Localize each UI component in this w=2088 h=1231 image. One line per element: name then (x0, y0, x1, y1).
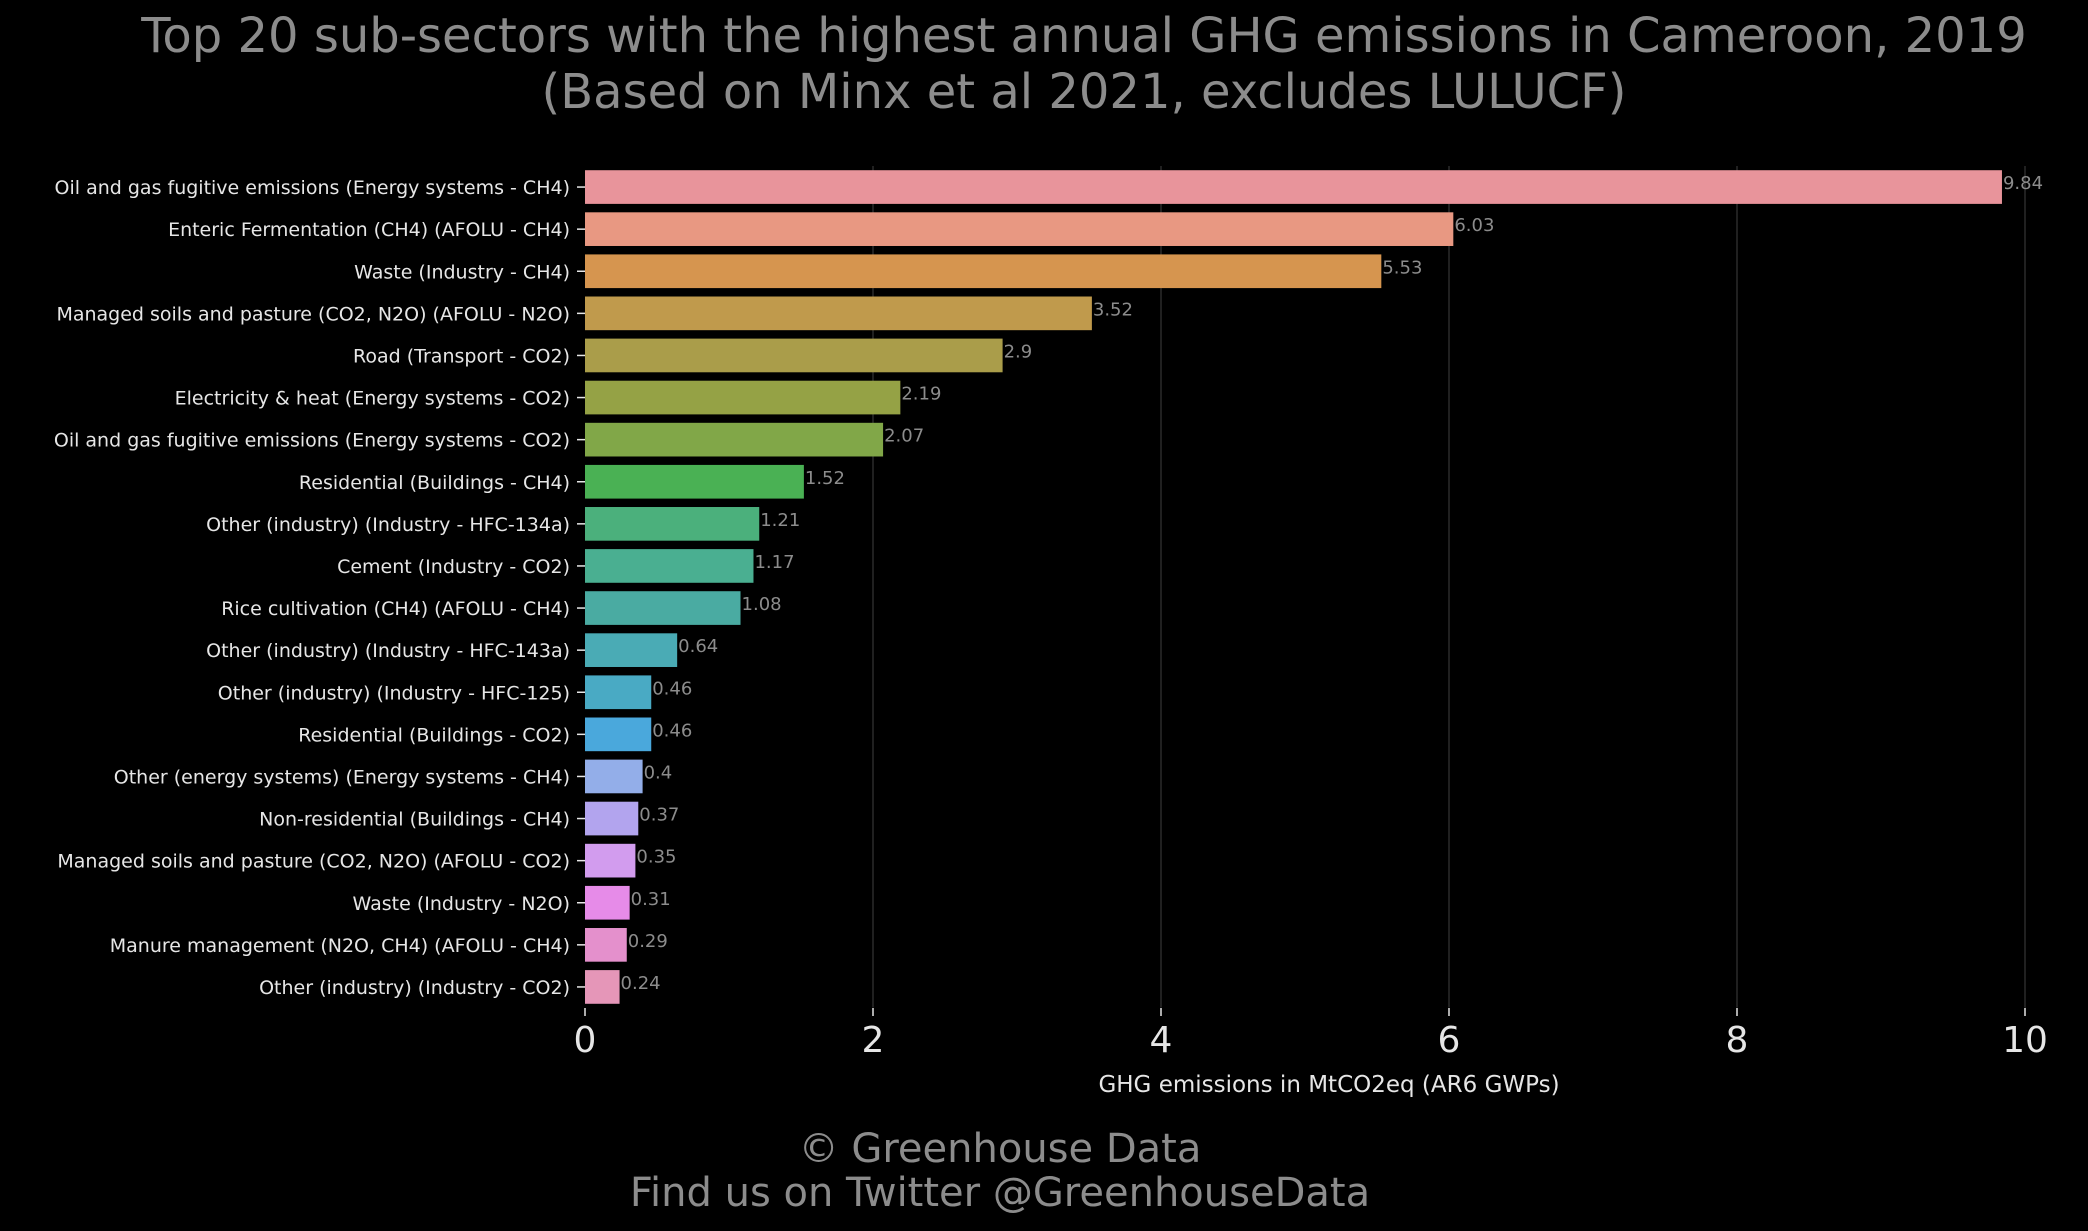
bar (585, 380, 901, 415)
value-label: 0.35 (636, 847, 676, 868)
value-label: 1.21 (760, 510, 800, 531)
bars-group (585, 170, 2002, 1004)
bar (585, 212, 1454, 246)
value-label: 0.64 (678, 636, 718, 657)
bar (585, 801, 639, 836)
x-tick-label: 2 (862, 1020, 885, 1061)
category-label: Residential (Buildings - CO2) (298, 724, 570, 746)
value-label: 9.84 (2003, 173, 2043, 194)
footer-twitter: Find us on Twitter @GreenhouseData (629, 1170, 1371, 1216)
x-tick-label: 6 (1438, 1020, 1461, 1061)
value-label: 0.31 (631, 889, 671, 910)
value-label: 0.29 (628, 931, 668, 952)
bar (585, 928, 627, 962)
value-label: 0.46 (652, 678, 692, 699)
category-label: Other (industry) (Industry - CO2) (259, 977, 570, 999)
footer-copyright: © Greenhouse Data (798, 1126, 1202, 1172)
category-label: Waste (Industry - N2O) (353, 893, 570, 915)
value-label: 2.9 (1004, 341, 1033, 362)
category-label: Managed soils and pasture (CO2, N2O) (AF… (57, 851, 570, 873)
value-label: 5.53 (1382, 257, 1422, 278)
chart-subtitle: (Based on Minx et al 2021, excludes LULU… (541, 64, 1627, 120)
x-axis-label: GHG emissions in MtCO2eq (AR6 GWPs) (1098, 1072, 1559, 1098)
value-label: 2.07 (884, 426, 924, 447)
bar (585, 170, 2002, 204)
x-tick-label: 10 (2002, 1020, 2048, 1061)
x-tick-label: 4 (1150, 1020, 1173, 1061)
category-label: Cement (Industry - CO2) (337, 556, 570, 578)
bar (585, 507, 760, 541)
x-tick-label: 0 (574, 1020, 597, 1061)
bar (585, 338, 1003, 373)
category-label: Other (industry) (Industry - HFC-134a) (206, 514, 570, 536)
bar (585, 885, 630, 920)
x-tick-label: 8 (1726, 1020, 1749, 1061)
value-label: 0.46 (652, 720, 692, 741)
bar (585, 970, 620, 1004)
chart-title: Top 20 sub-sectors with the highest annu… (141, 8, 2027, 64)
x-axis: 0 2 4 6 8 10 (574, 1007, 2048, 1061)
value-label: 0.37 (639, 805, 679, 826)
category-label: Non-residential (Buildings - CH4) (259, 809, 570, 831)
category-label: Other (industry) (Industry - HFC-125) (218, 682, 570, 704)
bar (585, 633, 678, 667)
category-label: Road (Transport - CO2) (353, 345, 570, 367)
bar (585, 843, 636, 878)
bar (585, 675, 652, 710)
category-label: Rice cultivation (CH4) (AFOLU - CH4) (221, 598, 570, 620)
category-label: Managed soils and pasture (CO2, N2O) (AF… (56, 303, 570, 325)
value-label: 0.24 (621, 973, 661, 994)
category-label: Waste (Industry - CH4) (354, 261, 570, 283)
grid-lines (872, 166, 2026, 1008)
bar (585, 254, 1382, 289)
category-label: Electricity & heat (Energy systems - CO2… (175, 388, 570, 410)
bar (585, 549, 754, 583)
bar (585, 296, 1092, 331)
value-label: 6.03 (1454, 215, 1494, 236)
value-labels: 9.84 6.03 5.53 3.52 2.9 2.19 2.07 1.521.21 1.17 1… (621, 173, 2043, 994)
category-label: Enteric Fermentation (CH4) (AFOLU - CH4) (168, 219, 570, 241)
bar (585, 717, 652, 752)
category-label: Manure management (N2O, CH4) (AFOLU - CH… (110, 935, 570, 957)
value-label: 0.4 (644, 762, 673, 783)
value-label: 1.52 (805, 468, 845, 489)
bar (585, 464, 804, 499)
category-label: Oil and gas fugitive emissions (Energy s… (54, 430, 570, 452)
bar (585, 759, 643, 794)
category-label: Other (energy systems) (Energy systems -… (114, 766, 570, 788)
bar (585, 591, 741, 625)
category-label: Other (industry) (Industry - HFC-143a) (206, 640, 570, 662)
value-label: 1.08 (742, 594, 782, 615)
value-label: 1.17 (754, 552, 794, 573)
category-label: Oil and gas fugitive emissions (Energy s… (55, 177, 570, 199)
value-label: 3.52 (1093, 299, 1133, 320)
bar (585, 422, 884, 457)
value-label: 2.19 (901, 384, 941, 405)
category-label: Residential (Buildings - CH4) (299, 472, 570, 494)
category-labels: Oil and gas fugitive emissions (Energy s… (54, 177, 585, 999)
